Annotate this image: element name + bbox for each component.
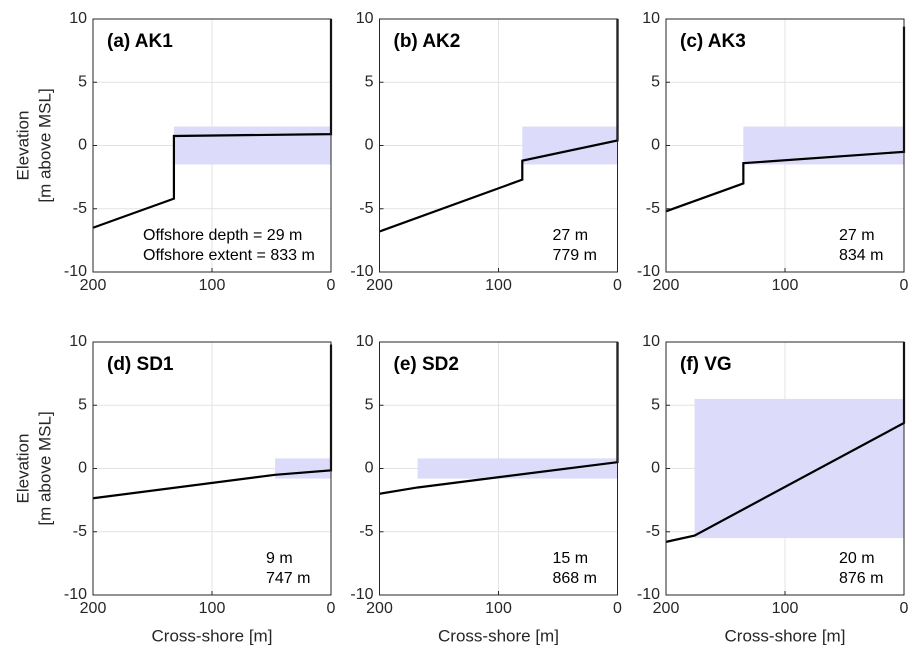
shaded-region bbox=[417, 458, 618, 479]
x-axis-label: Cross-shore [m] bbox=[152, 626, 273, 645]
y-tick-label: 5 bbox=[365, 73, 374, 90]
y-tick-label: 0 bbox=[365, 137, 374, 154]
y-tick-label: 0 bbox=[651, 137, 660, 154]
y-tick-label: -5 bbox=[359, 200, 373, 217]
y-axis-label: Elevation bbox=[13, 111, 32, 181]
panel-title: (d) SD1 bbox=[107, 354, 174, 375]
annotation: 868 m bbox=[553, 570, 597, 587]
y-tick-label: 5 bbox=[78, 396, 87, 413]
annotation: Offshore extent = 833 m bbox=[143, 247, 315, 264]
x-tick-label: 0 bbox=[327, 277, 336, 294]
y-tick-label: 10 bbox=[356, 333, 374, 350]
x-tick-label: 200 bbox=[80, 277, 107, 294]
y-tick-label: 10 bbox=[642, 10, 660, 27]
shaded-region bbox=[522, 126, 618, 165]
y-tick-label: -10 bbox=[350, 586, 373, 603]
shaded-region bbox=[743, 126, 904, 165]
y-axis-label: [m above MSL] bbox=[35, 411, 54, 525]
panel-title: (b) AK2 bbox=[394, 31, 461, 52]
shaded-region bbox=[275, 458, 331, 479]
y-tick-label: -5 bbox=[73, 523, 87, 540]
y-tick-label: 0 bbox=[78, 137, 87, 154]
y-tick-label: 10 bbox=[356, 10, 374, 27]
panel-title: (a) AK1 bbox=[107, 31, 173, 52]
y-tick-label: 5 bbox=[651, 73, 660, 90]
annotation: 27 m bbox=[553, 227, 589, 244]
y-tick-label: 10 bbox=[69, 10, 87, 27]
x-axis-label: Cross-shore [m] bbox=[438, 626, 559, 645]
y-tick-label: -5 bbox=[646, 523, 660, 540]
x-tick-label: 100 bbox=[485, 600, 512, 617]
y-tick-label: 0 bbox=[365, 460, 374, 477]
y-tick-label: -5 bbox=[359, 523, 373, 540]
x-axis-label: Cross-shore [m] bbox=[725, 626, 846, 645]
annotation: 834 m bbox=[839, 247, 883, 264]
y-tick-label: -5 bbox=[73, 200, 87, 217]
annotation: 747 m bbox=[266, 570, 310, 587]
panel-title: (f) VG bbox=[680, 354, 732, 375]
y-axis-label: Elevation bbox=[13, 434, 32, 504]
y-tick-label: -10 bbox=[637, 263, 660, 280]
x-tick-label: 200 bbox=[366, 277, 393, 294]
shaded-region bbox=[173, 126, 331, 165]
y-tick-label: -5 bbox=[646, 200, 660, 217]
y-tick-label: -10 bbox=[350, 263, 373, 280]
x-tick-label: 0 bbox=[900, 600, 909, 617]
y-tick-label: -10 bbox=[637, 586, 660, 603]
y-tick-label: 10 bbox=[69, 333, 87, 350]
annotation: 27 m bbox=[839, 227, 875, 244]
annotation: 15 m bbox=[553, 550, 589, 567]
x-tick-label: 200 bbox=[80, 600, 107, 617]
y-tick-label: 5 bbox=[651, 396, 660, 413]
shaded-region bbox=[694, 398, 904, 539]
x-tick-label: 0 bbox=[900, 277, 909, 294]
x-tick-label: 200 bbox=[653, 277, 680, 294]
y-tick-label: -10 bbox=[64, 586, 87, 603]
annotation: Offshore depth = 29 m bbox=[143, 227, 302, 244]
x-tick-label: 0 bbox=[613, 600, 622, 617]
x-tick-label: 100 bbox=[199, 600, 226, 617]
y-tick-label: 0 bbox=[651, 460, 660, 477]
annotation: 876 m bbox=[839, 570, 883, 587]
x-tick-label: 200 bbox=[653, 600, 680, 617]
x-tick-label: 0 bbox=[613, 277, 622, 294]
x-tick-label: 100 bbox=[485, 277, 512, 294]
x-tick-label: 0 bbox=[327, 600, 336, 617]
y-tick-label: 10 bbox=[642, 333, 660, 350]
panel-title: (e) SD2 bbox=[394, 354, 459, 375]
x-tick-label: 100 bbox=[772, 600, 799, 617]
y-tick-label: 0 bbox=[78, 460, 87, 477]
annotation: 9 m bbox=[266, 550, 293, 567]
x-tick-label: 200 bbox=[366, 600, 393, 617]
y-tick-label: -10 bbox=[64, 263, 87, 280]
x-tick-label: 100 bbox=[772, 277, 799, 294]
y-axis-label: [m above MSL] bbox=[35, 88, 54, 202]
y-tick-label: 5 bbox=[365, 396, 374, 413]
panel-title: (c) AK3 bbox=[680, 31, 746, 52]
annotation: 20 m bbox=[839, 550, 875, 567]
annotation: 779 m bbox=[553, 247, 597, 264]
y-tick-label: 5 bbox=[78, 73, 87, 90]
x-tick-label: 100 bbox=[199, 277, 226, 294]
